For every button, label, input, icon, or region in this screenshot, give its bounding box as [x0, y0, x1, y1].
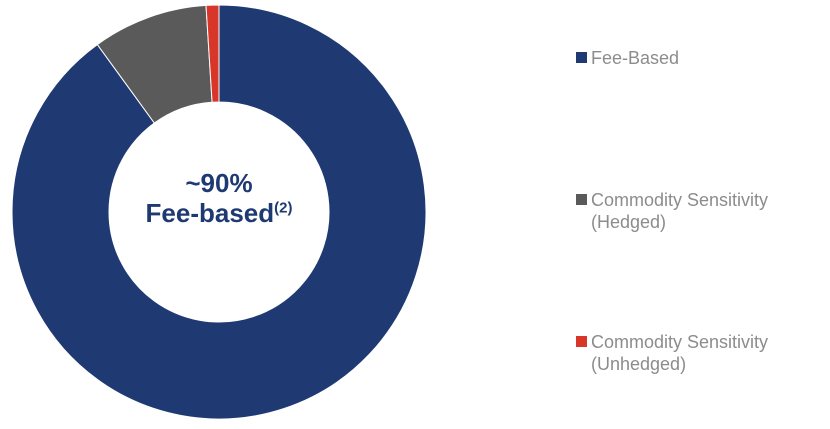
center-label-footnote: (2)	[274, 199, 293, 217]
legend-label-fee-based: Fee-Based	[591, 48, 680, 68]
legend-swatch-fee-based	[576, 52, 587, 63]
legend-label-unhedged: Commodity Sensitivity (Unhedged)	[591, 332, 769, 374]
center-label-fee-based: Fee-based	[145, 198, 275, 228]
legend-swatch-hedged	[576, 194, 587, 205]
legend-swatch-unhedged	[576, 336, 587, 347]
slice-commodity-unhedged	[205, 4, 220, 103]
legend-item-unhedged: Commodity Sensitivity (Unhedged)	[576, 331, 830, 375]
center-label-percent: ~90%	[185, 168, 253, 198]
legend-label-hedged: Commodity Sensitivity (Hedged)	[591, 190, 769, 232]
legend-item-hedged: Commodity Sensitivity (Hedged)	[576, 189, 830, 233]
slice-fee-based	[11, 4, 427, 420]
legend-item-fee-based: Fee-Based	[576, 47, 830, 69]
center-label: ~90% Fee-based(2)	[109, 168, 329, 228]
center-label-text: Fee-based(2)	[109, 198, 329, 228]
